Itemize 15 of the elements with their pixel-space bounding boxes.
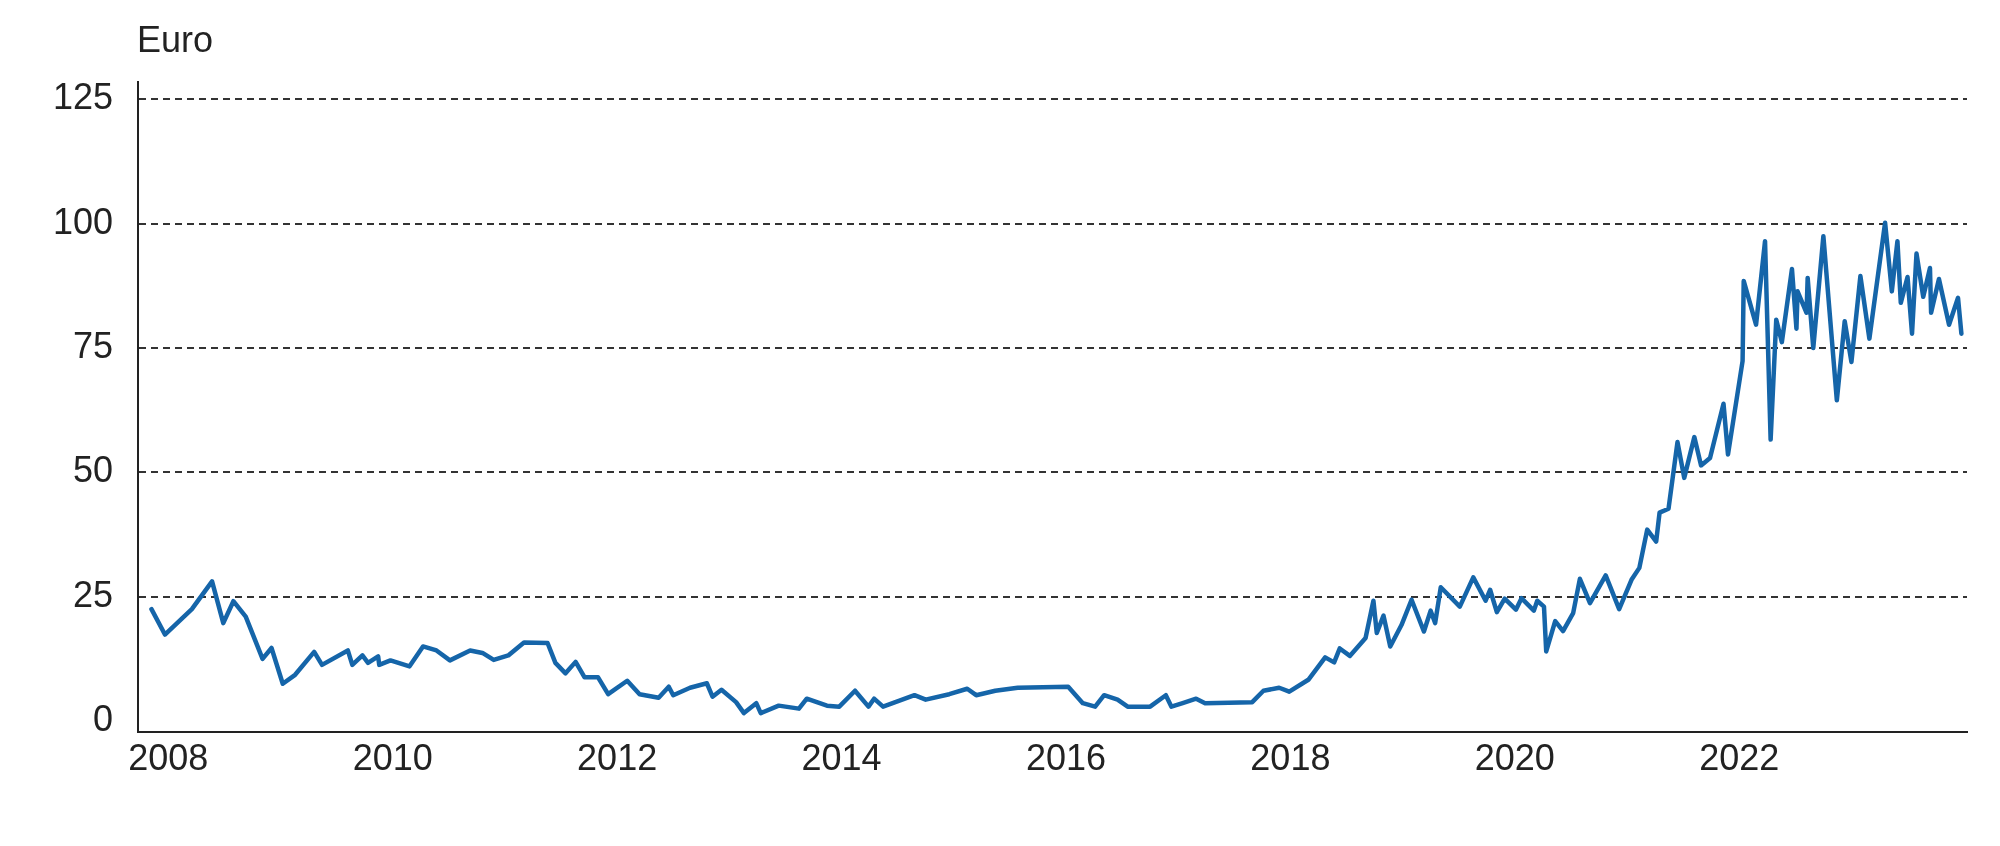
y-tick-label: 100 — [52, 200, 113, 242]
x-tick-label: 2012 — [577, 736, 658, 778]
y-tick-label: 25 — [72, 573, 113, 615]
y-axis-title: Euro — [137, 18, 214, 60]
y-tick-label: 125 — [52, 76, 113, 118]
y-tick-label: 50 — [72, 449, 113, 491]
y-tick-label: 0 — [92, 697, 113, 739]
x-tick-label: 2010 — [352, 736, 433, 778]
x-tick-label: 2022 — [1699, 736, 1780, 778]
x-tick-label: 2020 — [1474, 736, 1555, 778]
x-tick-label: 2018 — [1250, 736, 1331, 778]
y-tick-label: 75 — [72, 324, 113, 366]
x-tick-label: 2008 — [128, 736, 209, 778]
x-tick-label: 2014 — [801, 736, 882, 778]
x-tick-label: 2016 — [1025, 736, 1107, 778]
